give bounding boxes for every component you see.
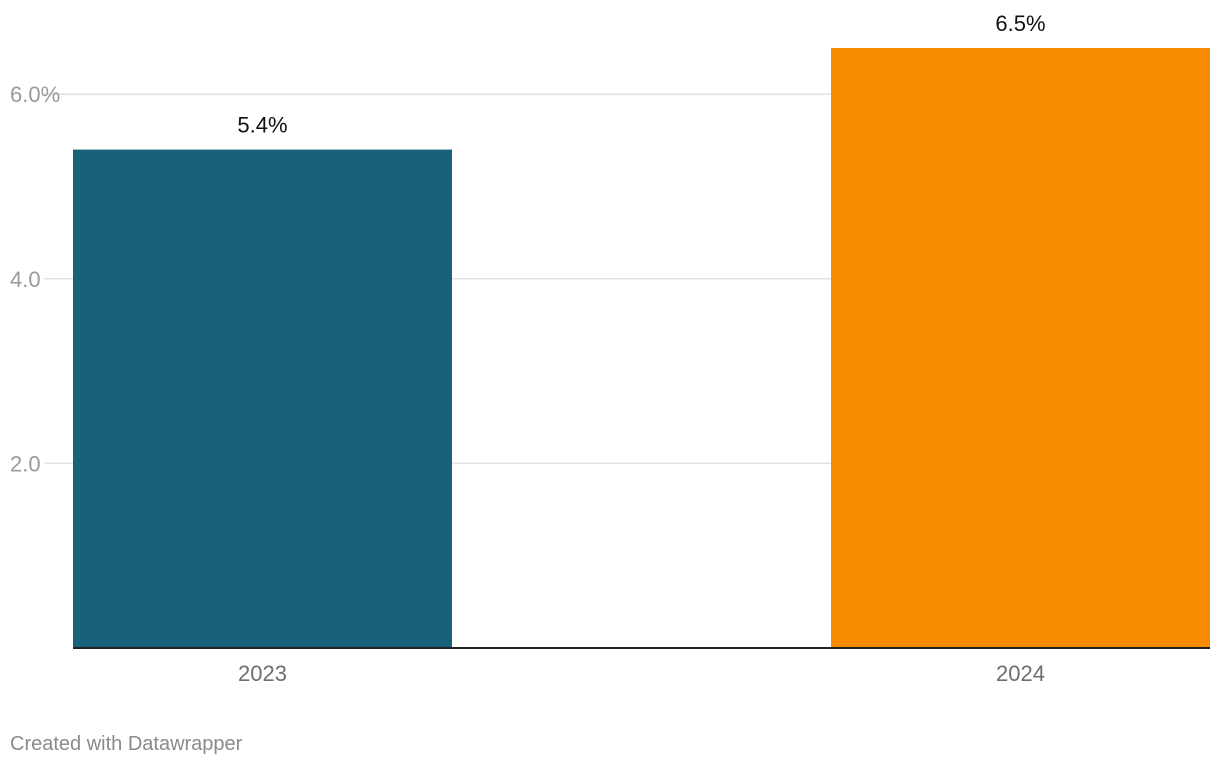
footer-credit: Created with Datawrapper xyxy=(10,733,243,755)
bar-chart: 2.0 4.0 6.0% 5.4% 2023 6.5% 2024 xyxy=(10,11,1210,686)
x-axis-label: 2023 xyxy=(238,661,287,686)
bar-2023 xyxy=(73,149,452,648)
bar-layer xyxy=(73,48,1210,649)
y-tick-label: 4.0 xyxy=(10,267,41,292)
bar-2024 xyxy=(831,48,1210,649)
label-layer: 2.0 4.0 6.0% 5.4% 2023 6.5% 2024 xyxy=(10,11,1210,686)
y-tick-label: 6.0% xyxy=(10,82,60,107)
x-axis-label: 2024 xyxy=(996,661,1045,686)
y-tick-label: 2.0 xyxy=(10,451,41,476)
bar-value-label: 6.5% xyxy=(995,11,1045,36)
bar-value-label: 5.4% xyxy=(237,113,287,138)
